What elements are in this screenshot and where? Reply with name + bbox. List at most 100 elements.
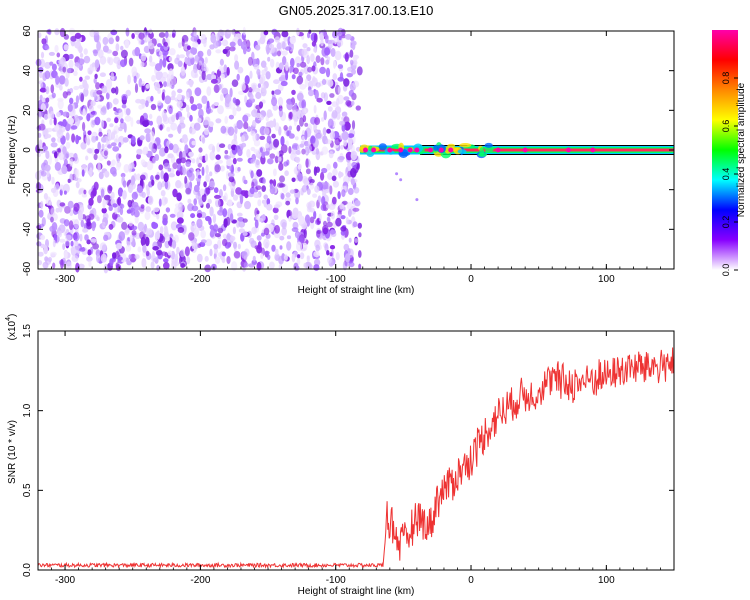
noise-blob: [91, 62, 96, 68]
noise-blob: [324, 138, 329, 145]
noise-blob: [172, 143, 179, 154]
colorbar-gradient: [712, 30, 738, 270]
noise-blob: [261, 151, 266, 158]
noise-blob: [277, 182, 284, 188]
noise-blob: [47, 28, 52, 36]
noise-blob: [134, 216, 139, 224]
noise-blob: [329, 185, 333, 195]
spectrogram-x-label: Height of straight line (km): [298, 285, 415, 296]
noise-blob: [249, 70, 253, 80]
noise-blob: [332, 30, 338, 39]
noise-blob: [198, 147, 203, 153]
noise-blob: [181, 164, 186, 175]
spectrogram-y-tick-label: 20: [22, 104, 33, 116]
noise-blob: [94, 116, 101, 126]
noise-blob: [118, 142, 122, 148]
noise-blob: [75, 134, 80, 145]
noise-blob: [246, 149, 251, 158]
noise-blob: [214, 194, 221, 199]
noise-blob: [145, 132, 152, 143]
noise-blob: [136, 185, 144, 193]
noise-blob: [255, 104, 262, 110]
carrier-smudge: [478, 152, 488, 157]
noise-blob: [345, 100, 352, 107]
noise-blob: [163, 261, 170, 270]
noise-blob: [358, 263, 362, 270]
noise-blob: [112, 203, 118, 208]
noise-blob: [122, 137, 129, 143]
noise-blob: [177, 163, 182, 172]
spectrogram-y-tick-label: 60: [22, 25, 33, 37]
noise-blob: [126, 209, 132, 214]
noise-blob: [215, 256, 221, 264]
noise-blob: [237, 66, 244, 74]
spectrogram-y-tick-label: 40: [22, 65, 33, 77]
noise-blob: [222, 195, 227, 201]
noise-blob: [328, 150, 334, 159]
noise-blob: [115, 86, 119, 95]
noise-blob: [92, 91, 97, 98]
noise-blob: [230, 182, 236, 192]
noise-blob: [340, 144, 344, 150]
noise-blob: [77, 58, 85, 66]
noise-blob: [260, 232, 265, 237]
noise-blob: [248, 263, 255, 268]
noise-blob: [50, 216, 54, 223]
noise-blob: [253, 149, 259, 154]
noise-blob: [120, 252, 127, 263]
spectrogram-y-label: Frequency (Hz): [7, 116, 18, 185]
noise-blob: [159, 235, 166, 244]
noise-blob: [325, 204, 331, 209]
noise-blob: [106, 56, 111, 64]
noise-blob: [237, 148, 243, 157]
noise-blob: [198, 108, 204, 119]
noise-blob: [179, 54, 185, 59]
noise-blob: [304, 130, 308, 141]
noise-blob: [291, 89, 296, 95]
snr-multiplier-exp: 4: [5, 317, 12, 321]
noise-blob: [220, 165, 225, 172]
noise-blob: [78, 189, 82, 195]
noise-blob: [315, 132, 322, 139]
noise-blob: [265, 71, 271, 80]
noise-blob: [328, 203, 336, 210]
noise-blob: [314, 89, 319, 100]
carrier-smudge: [459, 143, 472, 148]
noise-blob: [205, 173, 210, 183]
noise-blob: [125, 89, 132, 97]
noise-blob: [297, 215, 305, 225]
snr-y-tick-label: 0.5: [22, 483, 33, 497]
noise-blob: [357, 222, 362, 229]
noise-blob: [88, 260, 92, 267]
noise-blob: [211, 74, 217, 81]
noise-blob: [122, 190, 127, 200]
noise-blob: [290, 152, 297, 161]
noise-blob: [87, 130, 92, 136]
noise-blob: [85, 135, 90, 145]
noise-blob: [251, 226, 257, 235]
noise-blob: [331, 196, 337, 205]
noise-blob: [337, 86, 341, 95]
noise-blob: [321, 167, 328, 174]
noise-blob: [106, 117, 111, 123]
noise-blob: [156, 143, 162, 150]
noise-blob: [347, 187, 354, 196]
noise-blob: [271, 90, 275, 95]
noise-blob: [264, 250, 270, 255]
noise-blob: [170, 221, 178, 231]
noise-blob: [346, 73, 354, 78]
noise-blob: [208, 217, 212, 226]
noise-blob: [192, 41, 199, 49]
noise-blob: [227, 172, 235, 178]
noise-blob: [51, 63, 57, 71]
noise-blob: [195, 193, 200, 200]
noise-blob: [174, 253, 179, 264]
noise-blob: [97, 162, 101, 172]
noise-blob: [252, 122, 257, 127]
noise-blob: [113, 56, 121, 64]
noise-blob: [214, 164, 221, 173]
noise-blob: [306, 47, 311, 52]
noise-blob: [324, 34, 329, 44]
noise-blob: [174, 57, 180, 65]
noise-blob: [141, 191, 146, 198]
